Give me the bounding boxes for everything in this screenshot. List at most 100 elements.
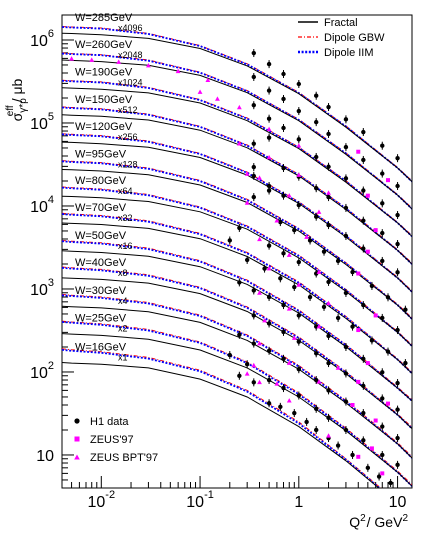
scale-label: x2: [118, 324, 128, 334]
zeus-bpt-point: [215, 96, 220, 101]
h1-point: [278, 219, 283, 225]
scale-label: x2048: [118, 50, 143, 60]
h1-point: [350, 324, 355, 329]
y-tick-label: 106: [30, 28, 54, 50]
h1-point: [326, 131, 331, 137]
h1-point: [361, 410, 366, 416]
zeus-bpt-point: [257, 236, 262, 242]
h1-point: [380, 201, 385, 206]
h1-point: [296, 81, 302, 87]
h1-point: [395, 327, 400, 333]
h1-point: [365, 465, 371, 471]
curve-fractal-6: [62, 195, 412, 347]
h1-point: [281, 71, 286, 77]
h1-point: [244, 362, 250, 367]
w-label: W=16GeV: [75, 342, 127, 354]
h1-point: [380, 424, 385, 429]
zeus-bpt-point: [262, 317, 267, 323]
h1-point: [296, 313, 302, 318]
h1-point: [314, 214, 319, 219]
zeus-bpt-point: [326, 190, 331, 195]
scale-label: x32: [118, 213, 133, 223]
zeus-bpt-point: [175, 68, 181, 74]
zeus-bpt-point: [316, 379, 322, 384]
scale-label: x512: [118, 105, 138, 115]
h1-point: [326, 194, 331, 200]
curve-dipole-gbw-6: [62, 186, 412, 346]
scale-label: x1: [118, 353, 128, 363]
h1-point: [251, 313, 256, 318]
h1-point: [251, 74, 256, 80]
h1-point: [296, 367, 302, 372]
zeus-bpt-point: [244, 200, 250, 205]
zeus97-point: [365, 249, 370, 254]
h1-point: [251, 288, 256, 293]
w-label: W=95GeV: [75, 148, 127, 160]
scale-label: x8: [118, 268, 128, 278]
legend-marker-zeus-bpt: [74, 454, 80, 460]
h1-point: [244, 257, 250, 263]
curve-fractal-11: [62, 59, 412, 210]
h1-point: [281, 356, 286, 362]
curve-dipole-gbw-8: [62, 133, 412, 292]
model-legend: Fractal Dipole GBW Dipole IIM: [298, 17, 385, 59]
h1-point: [343, 176, 349, 181]
h1-point: [380, 396, 385, 401]
x-tick-label: 1: [294, 494, 303, 511]
h1-point: [385, 295, 391, 300]
zeus-bpt-point: [266, 126, 272, 132]
zeus-bpt-point: [274, 218, 280, 223]
legend-label-dipole-gbw: Dipole GBW: [324, 32, 385, 44]
zeus97-point: [385, 178, 390, 183]
curve-fractal-12: [62, 32, 412, 182]
curve-dipole-gbw-4: [62, 240, 412, 401]
h1-point: [343, 344, 349, 350]
h1-point: [380, 258, 385, 264]
h1-point: [326, 360, 331, 366]
h1-point: [369, 283, 375, 289]
scale-label: x128: [118, 159, 138, 169]
h1-point: [380, 171, 385, 176]
curve-dipole-iim-4: [62, 240, 412, 402]
scale-label: x256: [118, 132, 138, 142]
h1-point: [227, 238, 232, 243]
y-tick-label: 102: [30, 360, 54, 382]
zeus97-point: [365, 193, 370, 198]
h1-point: [292, 410, 297, 416]
h1-point: [292, 284, 297, 290]
h1-point: [314, 185, 319, 191]
h1-point: [343, 233, 349, 239]
h1-point: [314, 427, 319, 433]
w-label: W=25GeV: [75, 313, 127, 325]
zeus-bpt-point: [286, 193, 292, 198]
zeus97-point: [356, 328, 361, 333]
h1-point: [395, 407, 400, 412]
zeus-bpt-point: [205, 77, 211, 83]
x-tick-label: 10-1: [186, 489, 214, 511]
h1-point: [296, 108, 302, 114]
h1-point: [361, 356, 366, 362]
h1-point: [380, 143, 385, 148]
h1-point: [403, 360, 408, 366]
h1-point: [251, 173, 256, 179]
zeus-bpt-point: [326, 300, 331, 306]
x-tick-label: 10-2: [88, 489, 116, 511]
h1-point: [321, 249, 327, 254]
h1-point: [380, 315, 385, 321]
h1-point: [251, 380, 256, 385]
h1-point: [395, 241, 400, 247]
y-tick-label: 10: [36, 448, 54, 465]
curve-dipole-iim-0: [62, 348, 381, 488]
w-label: W=70GeV: [75, 202, 127, 214]
h1-point: [314, 93, 319, 98]
zeus97-point: [385, 401, 390, 406]
zeus97-point: [365, 361, 370, 366]
w-label: W=190GeV: [75, 67, 133, 79]
h1-point: [237, 280, 242, 285]
h1-point: [237, 225, 242, 231]
curve-dipole-gbw-11: [62, 52, 412, 209]
h1-point: [343, 144, 349, 150]
h1-point: [281, 165, 286, 171]
h1-point: [361, 129, 366, 135]
y-axis-title: σγ*peff/ μb: [5, 78, 29, 121]
